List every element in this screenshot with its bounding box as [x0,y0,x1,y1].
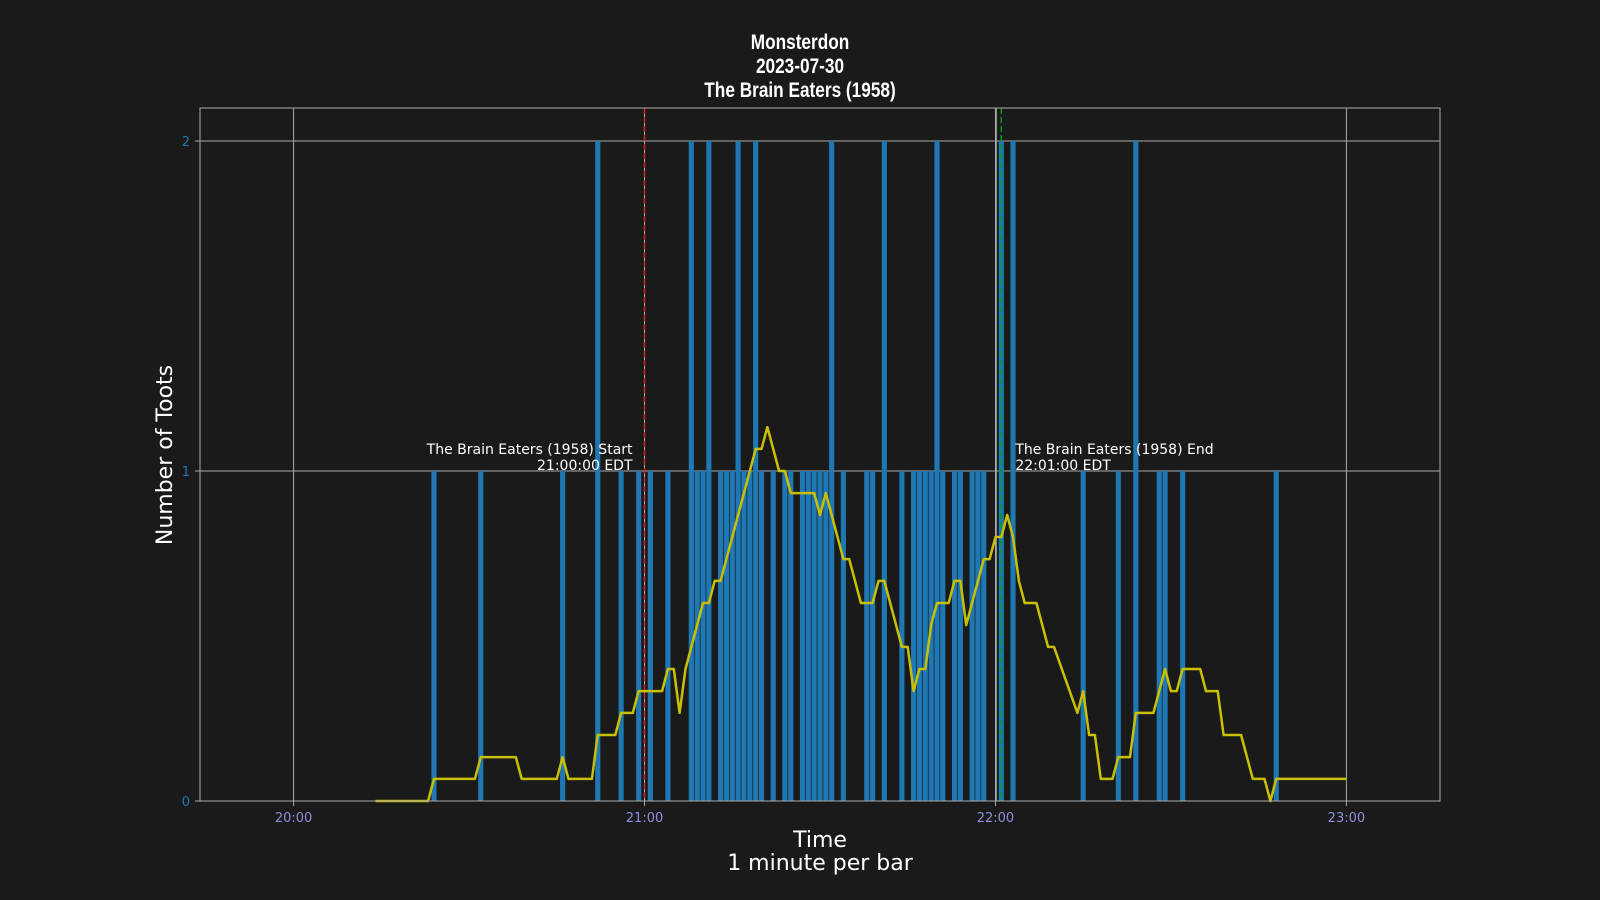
chart-title-line-1: Monsterdon [750,31,850,54]
y-tick-label: 0 [182,795,190,810]
toot-bar [975,471,981,801]
toot-bar [782,471,788,801]
toot-bar [817,471,823,801]
toot-bar [899,471,905,801]
toot-bar [1010,141,1016,801]
toot-bar [805,471,811,801]
x-tick-label: 21:00 [626,811,663,826]
toot-bar [969,471,975,801]
toot-bar [595,141,601,801]
toot-bar [753,141,759,801]
toot-bar [881,141,887,801]
toot-bar [934,141,940,801]
toot-bar [911,471,917,801]
y-tick-label: 2 [182,135,190,150]
toot-bar [665,471,671,801]
toot-bar [770,471,776,801]
toot-bar [560,471,566,801]
toot-bar [870,471,876,801]
x-tick-label: 23:00 [1328,811,1365,826]
toot-bar [688,141,694,801]
toot-bar [940,471,946,801]
toot-bar [700,471,706,801]
toot-bar [431,471,437,801]
toot-bar [1133,141,1139,801]
toot-bar [758,471,765,801]
x-tick-label: 20:00 [275,811,312,826]
toot-bar [922,471,928,801]
toot-bar [916,471,923,801]
chart-title-line-3: The Brain Eaters (1958) [704,79,896,102]
x-tick-label: 22:00 [977,811,1014,826]
toot-bar [1162,471,1168,801]
toot-bar [747,471,753,801]
start-annotation-label: The Brain Eaters (1958) Start [426,442,633,458]
toot-bar [957,471,963,801]
end-annotation-label: The Brain Eaters (1958) End [1014,442,1213,458]
toot-bar [647,471,653,801]
toot-bar [840,471,846,801]
toot-bar [478,471,484,801]
toot-bar [735,141,741,801]
toot-bar [1180,471,1186,801]
toot-bar [951,471,958,801]
toot-bar [723,471,729,801]
toot-bar [1273,471,1279,801]
toot-bar [829,141,835,801]
toot-bar [1156,471,1162,801]
x-axis-label: Time [792,828,847,853]
rolling-average-line [375,425,1347,803]
toot-bar [729,471,735,801]
toot-bar [811,471,817,801]
toot-bar [741,471,747,801]
toot-bar [864,471,870,801]
toot-bar [694,471,700,801]
plot-frame [199,107,1441,802]
y-tick-label: 1 [182,465,190,480]
x-axis-sublabel: 1 minute per bar [727,851,914,876]
y-axis-label: Number of Toots [153,365,178,545]
start-annotation-time: 21:00:00 EDT [537,458,633,474]
toot-bar [799,471,806,801]
end-annotation-time: 22:01:00 EDT [1015,458,1111,474]
toot-bar [823,471,829,801]
chart-title-line-2: 2023-07-30 [755,55,845,78]
toot-bar [618,471,624,801]
toot-bar [1080,471,1086,801]
toot-bar [706,141,712,801]
toot-bar [928,471,934,801]
toot-bar [788,471,794,801]
toot-bar [1115,471,1121,801]
toot-bar [717,471,724,801]
toot-bar [636,471,642,801]
toot-bar [981,471,987,801]
